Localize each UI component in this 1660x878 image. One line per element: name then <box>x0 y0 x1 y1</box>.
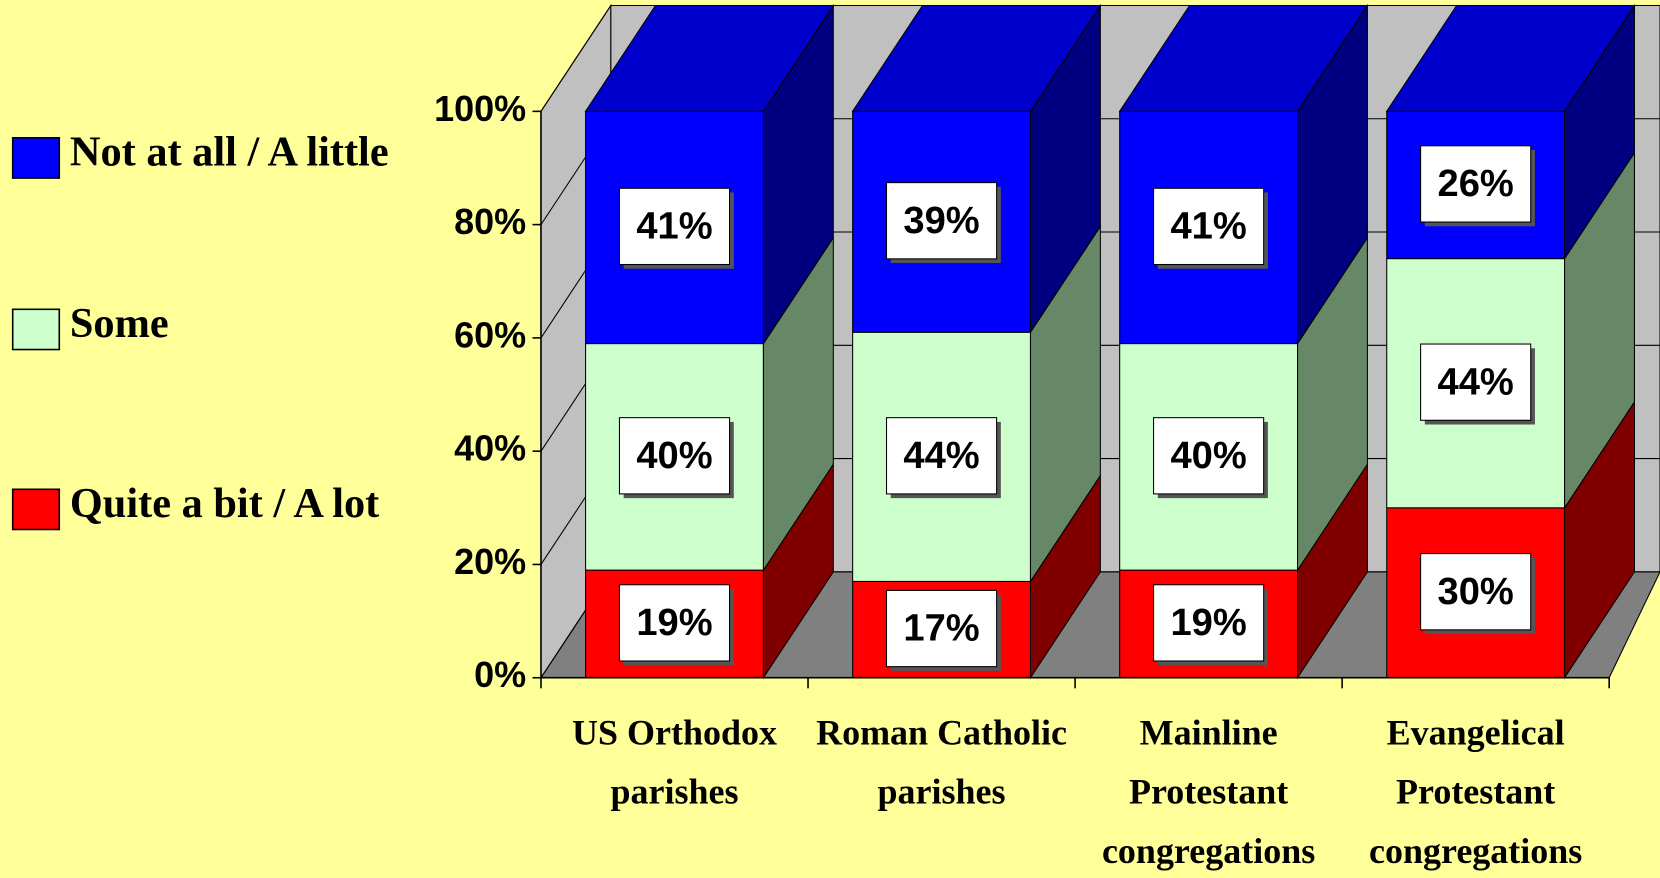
value-label: 41% <box>636 206 712 248</box>
x-tick-label-box: Roman Catholic parishes <box>816 713 1068 813</box>
y-tick-label: 0% <box>474 654 526 695</box>
value-label-bg <box>885 589 998 668</box>
value-label: 19% <box>636 602 712 644</box>
x-tick-label: Roman Catholic parishes <box>816 713 1068 813</box>
y-tick-label: 100% <box>434 88 526 129</box>
legend-label-box: Some <box>69 298 169 347</box>
value-label: 41% <box>1170 206 1246 248</box>
y-tick-label: 80% <box>454 201 526 242</box>
y-tick-label: 60% <box>454 314 526 355</box>
value-label: 44% <box>903 435 979 477</box>
value-label-bg <box>1420 553 1532 631</box>
y-tick-label: 20% <box>454 541 526 582</box>
value-label: 26% <box>1438 163 1514 205</box>
legend-swatch <box>11 308 61 351</box>
legend-label-box: Not at all / A little <box>69 127 389 175</box>
value-label: 17% <box>903 608 979 650</box>
value-label-bg <box>885 417 998 495</box>
value-label-bg <box>618 187 731 266</box>
bar-top <box>851 4 1102 112</box>
y-tick-label: 40% <box>454 428 526 469</box>
value-label: 39% <box>903 200 979 242</box>
value-label-bg <box>1420 145 1532 223</box>
bar-top <box>1385 4 1636 112</box>
x-tick-label-box: US Orthodox parishes <box>571 713 778 813</box>
axes: 0% 20% 40% 60% 80% 100% <box>434 88 1610 695</box>
x-tick-label: US Orthodox parishes <box>571 713 778 813</box>
value-label-bg <box>1153 584 1265 662</box>
x-tick-label-box: Evangelical Protestant congregations <box>1368 713 1583 872</box>
value-label-bg <box>618 417 731 495</box>
legend-label: Quite a bit / A lot <box>69 478 380 527</box>
value-label-bg <box>885 182 998 260</box>
value-label-bg <box>1420 343 1532 421</box>
value-label-bg <box>618 584 731 662</box>
x-tick-label-box: Mainline Protestant congregations <box>1101 713 1316 872</box>
value-label-bg <box>1153 187 1265 266</box>
value-label: 19% <box>1170 602 1246 644</box>
legend-swatch <box>11 137 61 179</box>
legend-label: Not at all / A little <box>69 127 389 175</box>
value-label: 44% <box>1438 361 1514 403</box>
value-label: 30% <box>1438 571 1514 613</box>
legend-label: Some <box>69 298 169 347</box>
legend-swatch <box>11 488 61 531</box>
x-tick-label: Mainline Protestant congregations <box>1101 713 1316 872</box>
bar-top <box>584 4 835 112</box>
bar-top <box>1118 4 1369 112</box>
x-tick-label: Evangelical Protestant congregations <box>1368 713 1583 872</box>
labels: 19% 40% 41% US Orthodox parishes 17% 44% 39% Ro… <box>11 127 1583 872</box>
value-label-bg <box>1153 417 1265 495</box>
grid-line <box>540 5 612 112</box>
value-label: 40% <box>1170 435 1246 477</box>
value-label: 40% <box>636 435 712 477</box>
legend-label-box: Quite a bit / A lot <box>69 478 380 527</box>
